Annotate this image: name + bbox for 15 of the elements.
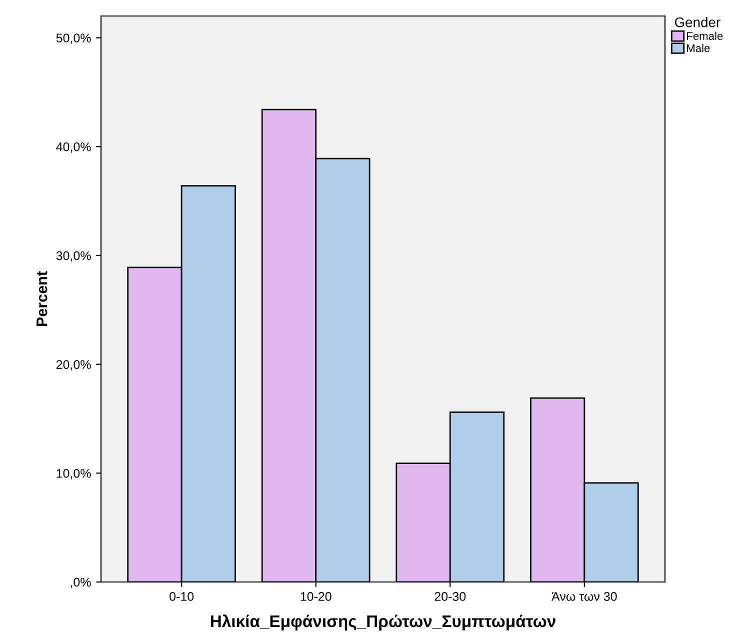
x-axis-title: Ηλικία_Εμφάνισης_Πρώτων_Συμπτωμάτων (210, 614, 556, 630)
y-tick-label: 20,0% (56, 360, 91, 370)
y-tick-label: 40,0% (56, 142, 91, 153)
y-tick-label: 30,0% (56, 251, 91, 262)
legend-label: Male (687, 44, 710, 52)
legend-title: Gender (674, 17, 720, 28)
y-tick-label: ,0% (70, 578, 91, 588)
x-tick-label: 20-30 (434, 592, 466, 601)
legend-label: Female (687, 32, 723, 40)
x-tick-label: 0-10 (170, 592, 194, 601)
y-tick-label: 50,0% (56, 34, 91, 44)
x-tick-label: 10-20 (300, 592, 332, 601)
y-axis-title: Percent (36, 271, 48, 326)
y-tick-label: 10,0% (56, 468, 91, 480)
x-tick-label: Άνω των 30 (552, 592, 617, 601)
